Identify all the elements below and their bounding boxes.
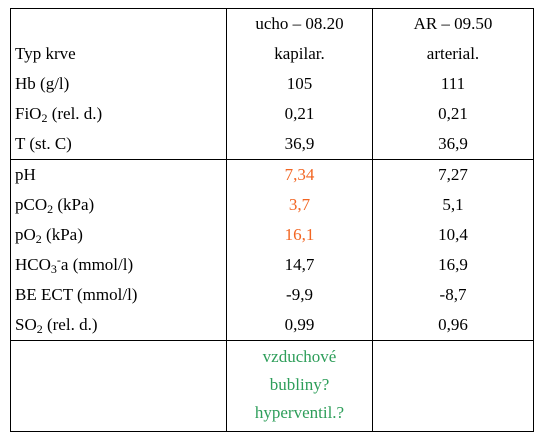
label-text: BE ECT (mmol/l) <box>15 285 138 304</box>
header-text: ucho – 08.20 <box>255 14 344 33</box>
value-text: -9,9 <box>286 285 313 304</box>
header-text: arterial. <box>426 44 480 63</box>
row-label: BE ECT (mmol/l) <box>11 280 227 310</box>
data-row: pCO2 (kPa) 3,7 5,1 <box>11 190 534 220</box>
value-text: 36,9 <box>438 134 468 153</box>
value-text: 16,1 <box>284 225 315 244</box>
note-text: bubliny? <box>269 375 330 394</box>
value-cell: 5,1 <box>372 190 534 220</box>
data-row: Hb (g/l) 105 111 <box>11 69 534 99</box>
empty-cell <box>372 340 534 432</box>
data-row: FiO2 (rel. d.) 0,21 0,21 <box>11 99 534 129</box>
value-cell: -9,9 <box>226 280 373 310</box>
label-text: pCO <box>15 195 48 214</box>
table-section: Typ krve ucho – 08.20 kapilar. AR – 09.50 ar… <box>11 8 534 160</box>
row-label: pH <box>11 160 227 191</box>
value-cell: 111 <box>372 69 534 99</box>
label-text: (kPa) <box>41 225 83 244</box>
label-text: 2 <box>35 232 42 246</box>
value-cell: 0,99 <box>226 310 373 341</box>
label-text: FiO <box>15 104 42 123</box>
value-text: 14,7 <box>284 255 315 274</box>
label-text: - <box>56 253 61 267</box>
row-label: T (st. C) <box>11 129 227 160</box>
label-text: a (mmol/l) <box>60 255 134 274</box>
data-row: T (st. C) 36,9 36,9 <box>11 129 534 160</box>
value-text: 0,21 <box>438 104 468 123</box>
value-text: 111 <box>440 74 466 93</box>
value-text: 0,96 <box>438 315 468 334</box>
empty-cell <box>11 341 227 432</box>
table-section: vzduchové bubliny? hyperventil.? <box>10 340 534 432</box>
note-text: vzduchové <box>262 347 337 366</box>
row-label: pO2 (kPa) <box>11 220 227 250</box>
value-text: 16,9 <box>438 255 468 274</box>
value-text: 7,34 <box>284 165 315 184</box>
label-text: pO <box>15 225 36 244</box>
value-cell: 0,21 <box>372 99 534 129</box>
value-cell: 3,7 <box>226 190 373 220</box>
value-cell: 36,9 <box>226 129 373 160</box>
value-cell: -8,7 <box>372 280 534 310</box>
header-text: kapilar. <box>274 44 325 63</box>
value-cell: 14,7 <box>226 250 373 280</box>
row-label: pCO2 (kPa) <box>11 190 227 220</box>
value-text: 105 <box>286 74 313 93</box>
label-text: (rel. d.) <box>42 315 98 334</box>
table-section: pH 7,34 7,27 pCO2 (kPa) 3,7 5,1 pO2 (kPa) 16,1 1… <box>10 159 534 341</box>
label-text: (kPa) <box>53 195 95 214</box>
data-row: HCO3-a (mmol/l) 14,7 16,9 <box>11 250 534 280</box>
value-cell: 16,9 <box>372 250 534 280</box>
data-row: pO2 (kPa) 16,1 10,4 <box>11 220 534 250</box>
value-cell: 105 <box>226 69 373 99</box>
value-text: 7,27 <box>438 165 468 184</box>
row-label: SO2 (rel. d.) <box>11 310 227 341</box>
data-row: BE ECT (mmol/l) -9,9 -8,7 <box>11 280 534 310</box>
value-cell: 0,96 <box>372 310 534 341</box>
value-cell: 10,4 <box>372 220 534 250</box>
label-text: (rel. d.) <box>47 104 103 123</box>
value-text: 36,9 <box>284 134 315 153</box>
label-text: HCO <box>15 255 51 274</box>
header-cell: ucho – 08.20 kapilar. <box>226 8 373 69</box>
note-row: vzduchové bubliny? hyperventil.? <box>11 340 534 432</box>
value-cell: 36,9 <box>372 129 534 160</box>
value-text: 0,99 <box>284 315 315 334</box>
value-text: 3,7 <box>288 195 311 214</box>
note-text: hyperventil.? <box>254 403 345 422</box>
label-text: 3 <box>50 262 57 276</box>
data-row: SO2 (rel. d.) 0,99 0,96 <box>11 310 534 341</box>
value-text: 10,4 <box>438 225 468 244</box>
value-cell: 16,1 <box>226 220 373 250</box>
row-label: FiO2 (rel. d.) <box>11 99 227 129</box>
note-cell: vzduchové bubliny? hyperventil.? <box>226 340 373 432</box>
label-text: Hb (g/l) <box>15 74 70 93</box>
label-text: pH <box>15 165 36 184</box>
blood-gas-table: Typ krve ucho – 08.20 kapilar. AR – 09.50 ar… <box>10 8 534 432</box>
value-text: 5,1 <box>442 195 464 214</box>
label-text: 2 <box>41 111 48 125</box>
data-row: pH 7,34 7,27 <box>11 159 534 191</box>
header-cell: Typ krve <box>11 9 227 70</box>
header-text: Typ krve <box>15 44 76 63</box>
header-cell: AR – 09.50 arterial. <box>372 8 534 69</box>
header-text: AR – 09.50 <box>413 14 493 33</box>
value-cell: 7,27 <box>372 159 534 190</box>
label-text: SO <box>15 315 37 334</box>
label-text: 2 <box>47 202 54 216</box>
row-label: Hb (g/l) <box>11 69 227 99</box>
row-label: HCO3-a (mmol/l) <box>11 250 227 280</box>
value-text: 0,21 <box>284 104 315 123</box>
value-cell: 0,21 <box>226 99 373 129</box>
header-row: Typ krve ucho – 08.20 kapilar. AR – 09.50 ar… <box>11 8 534 70</box>
table-wrap: Typ krve ucho – 08.20 kapilar. AR – 09.50 ar… <box>10 8 534 432</box>
value-text: -8,7 <box>439 285 467 304</box>
value-cell: 7,34 <box>226 159 373 190</box>
label-text: T (st. C) <box>15 134 72 153</box>
label-text: 2 <box>36 322 43 336</box>
